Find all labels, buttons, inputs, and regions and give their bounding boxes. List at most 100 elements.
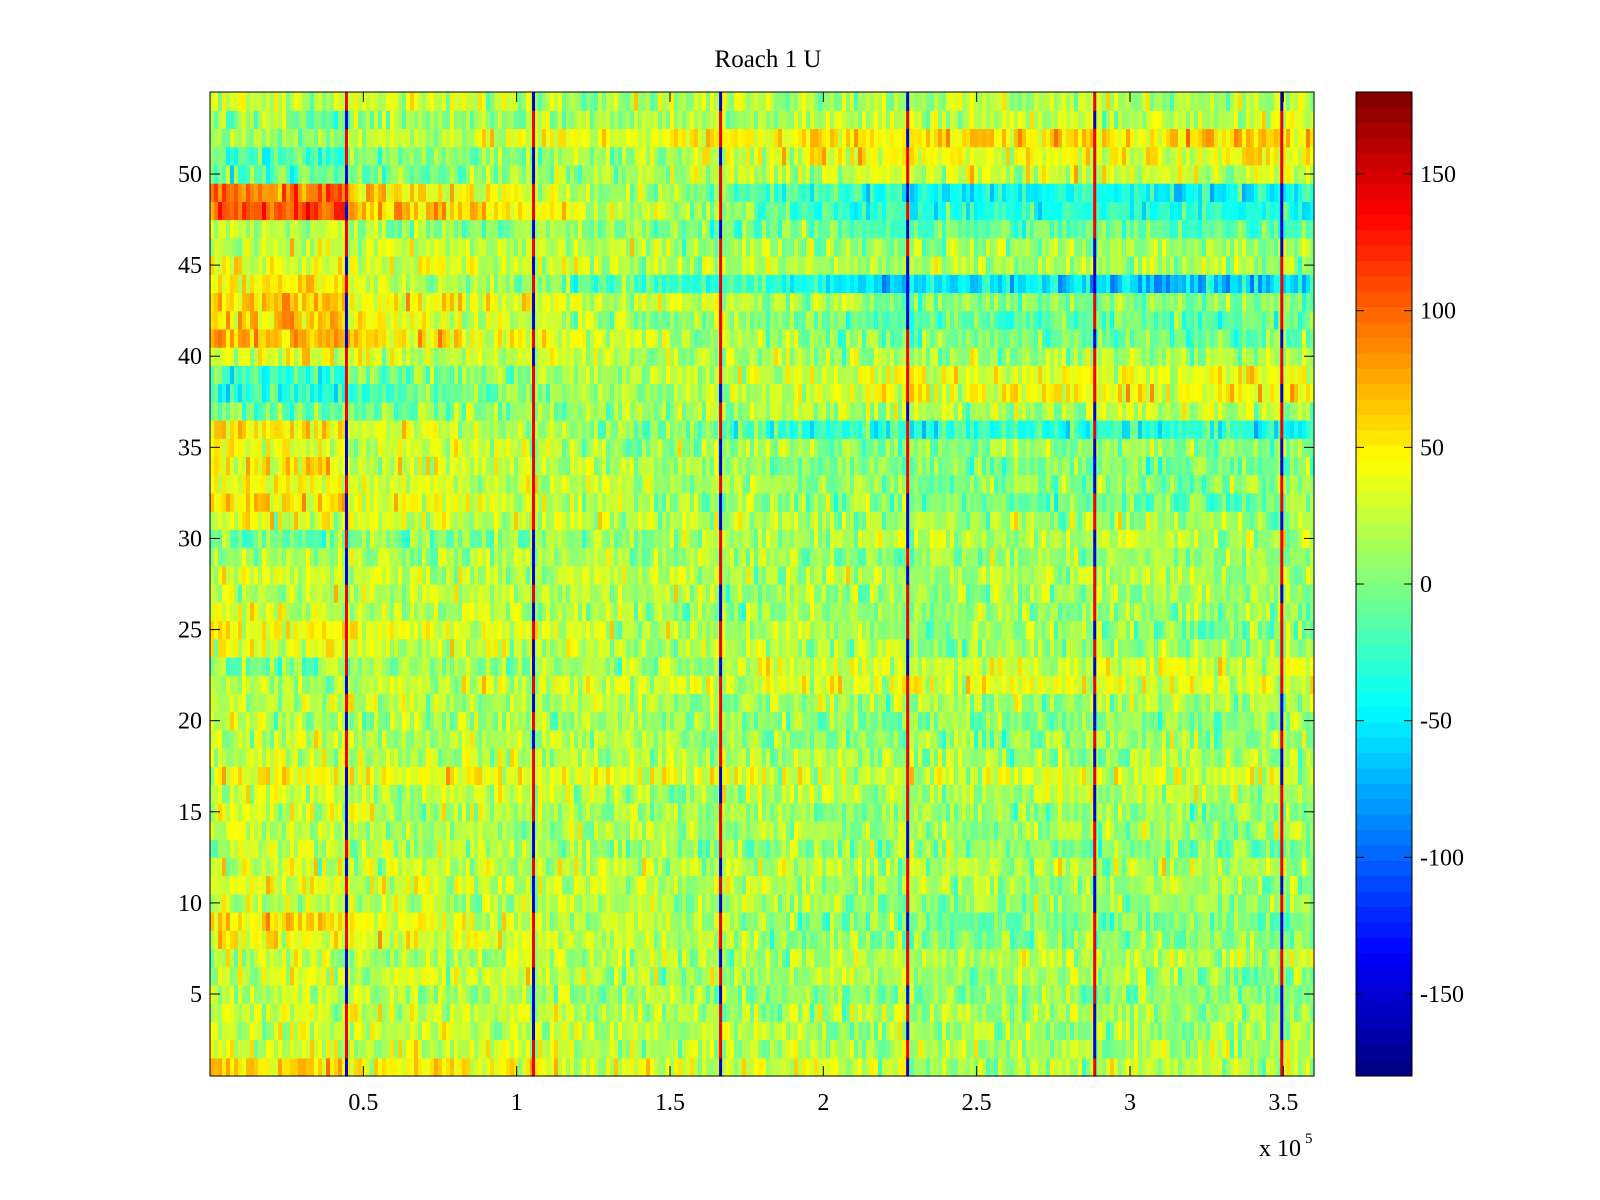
- heatmap-cell: [574, 820, 579, 840]
- heatmap-cell: [298, 857, 303, 877]
- heatmap-cell: [1030, 1057, 1035, 1077]
- heatmap-cell: [486, 875, 491, 895]
- heatmap-cell: [1130, 875, 1135, 895]
- heatmap-cell: [930, 766, 935, 786]
- heatmap-cell: [970, 784, 975, 804]
- heatmap-cell: [842, 1003, 847, 1022]
- heatmap-cell: [646, 1003, 651, 1022]
- heatmap-cell: [222, 984, 227, 1004]
- heatmap-cell: [1270, 839, 1275, 858]
- heatmap-cell: [438, 930, 443, 950]
- heatmap-cell: [1010, 802, 1015, 822]
- heatmap-cell: [1150, 857, 1155, 877]
- heatmap-cell: [526, 820, 531, 840]
- heatmap-cell: [710, 802, 715, 822]
- heatmap-cell: [786, 820, 791, 840]
- heatmap-cell: [214, 748, 219, 767]
- heatmap-cell: [866, 820, 871, 840]
- heatmap-cell: [326, 857, 331, 877]
- heatmap-cell: [626, 984, 631, 1004]
- heatmap-cell: [458, 1003, 463, 1022]
- heatmap-cell: [434, 1003, 439, 1022]
- heatmap-cell: [514, 1003, 519, 1022]
- heatmap-cell: [466, 1003, 471, 1022]
- heatmap-cell: [210, 966, 215, 986]
- heatmap-cell: [230, 820, 235, 840]
- heatmap-cell: [762, 875, 767, 895]
- heatmap-cell: [766, 1039, 771, 1059]
- heatmap-cell: [1162, 875, 1167, 895]
- heatmap-cell: [726, 948, 731, 968]
- heatmap-cell: [1246, 802, 1251, 822]
- heatmap-cell: [810, 930, 815, 950]
- heatmap-cell: [542, 839, 547, 858]
- heatmap-cell: [958, 802, 963, 822]
- heatmap-cell: [1170, 802, 1175, 822]
- heatmap-cell: [798, 784, 803, 804]
- heatmap-cell: [1150, 984, 1155, 1004]
- heatmap-cell: [894, 820, 899, 840]
- heatmap-cell: [902, 1021, 907, 1041]
- heatmap-cell: [862, 893, 867, 913]
- heatmap-cell: [554, 893, 559, 913]
- heatmap-cell: [414, 1003, 419, 1022]
- heatmap-cell: [1298, 984, 1303, 1004]
- heatmap-cell: [738, 984, 743, 1004]
- heatmap-cell: [686, 802, 691, 822]
- heatmap-cell: [306, 930, 311, 950]
- heatmap-cell: [214, 784, 219, 804]
- heatmap-cell: [1034, 893, 1039, 913]
- heatmap-cell: [802, 857, 807, 877]
- heatmap-cell: [1030, 748, 1035, 767]
- heatmap-cell: [374, 839, 379, 858]
- heatmap-cell: [610, 1003, 615, 1022]
- heatmap-cell: [578, 912, 583, 931]
- heatmap-cell: [366, 1003, 371, 1022]
- heatmap-cell: [290, 1057, 295, 1077]
- heatmap-cell: [1094, 1021, 1099, 1041]
- heatmap-cell: [578, 857, 583, 877]
- heatmap-cell: [858, 893, 863, 913]
- heatmap-cell: [438, 1021, 443, 1041]
- heatmap-cell: [1090, 802, 1095, 822]
- heatmap-cell: [586, 966, 591, 986]
- heatmap-cell: [614, 748, 619, 767]
- heatmap-cells: [210, 92, 1315, 1077]
- heatmap-cell: [554, 766, 559, 786]
- heatmap-cell: [838, 784, 843, 804]
- heatmap-cell: [762, 930, 767, 950]
- heatmap-cell: [226, 1021, 231, 1041]
- heatmap-cell: [1282, 948, 1287, 968]
- heatmap-cell: [562, 930, 567, 950]
- heatmap-cell: [1106, 930, 1111, 950]
- heatmap-cell: [738, 802, 743, 822]
- heatmap-cell: [862, 1057, 867, 1077]
- heatmap-cell: [454, 1057, 459, 1077]
- heatmap-cell: [254, 857, 259, 877]
- heatmap-cell: [450, 912, 455, 931]
- heatmap-cell: [350, 912, 355, 931]
- heatmap-cell: [738, 748, 743, 767]
- heatmap-cell: [1070, 766, 1075, 786]
- heatmap-cell: [774, 766, 779, 786]
- heatmap-cell: [1166, 748, 1171, 767]
- heatmap-cell: [1194, 857, 1199, 877]
- heatmap-cell: [1310, 1003, 1315, 1022]
- heatmap-cell: [638, 1021, 643, 1041]
- heatmap-cell: [834, 1021, 839, 1041]
- heatmap-cell: [1094, 875, 1099, 895]
- heatmap-cell: [502, 802, 507, 822]
- heatmap-cell: [694, 1021, 699, 1041]
- heatmap-cell: [830, 1057, 835, 1077]
- heatmap-cell: [258, 839, 263, 858]
- heatmap-cell: [490, 802, 495, 822]
- heatmap-cell: [1050, 766, 1055, 786]
- heatmap-cell: [570, 893, 575, 913]
- heatmap-cell: [1158, 1057, 1163, 1077]
- heatmap-cell: [1198, 966, 1203, 986]
- heatmap-cell: [1158, 912, 1163, 931]
- heatmap-cell: [1310, 820, 1315, 840]
- heatmap-cell: [1246, 1003, 1251, 1022]
- heatmap-cell: [662, 1021, 667, 1041]
- heatmap-cell: [486, 784, 491, 804]
